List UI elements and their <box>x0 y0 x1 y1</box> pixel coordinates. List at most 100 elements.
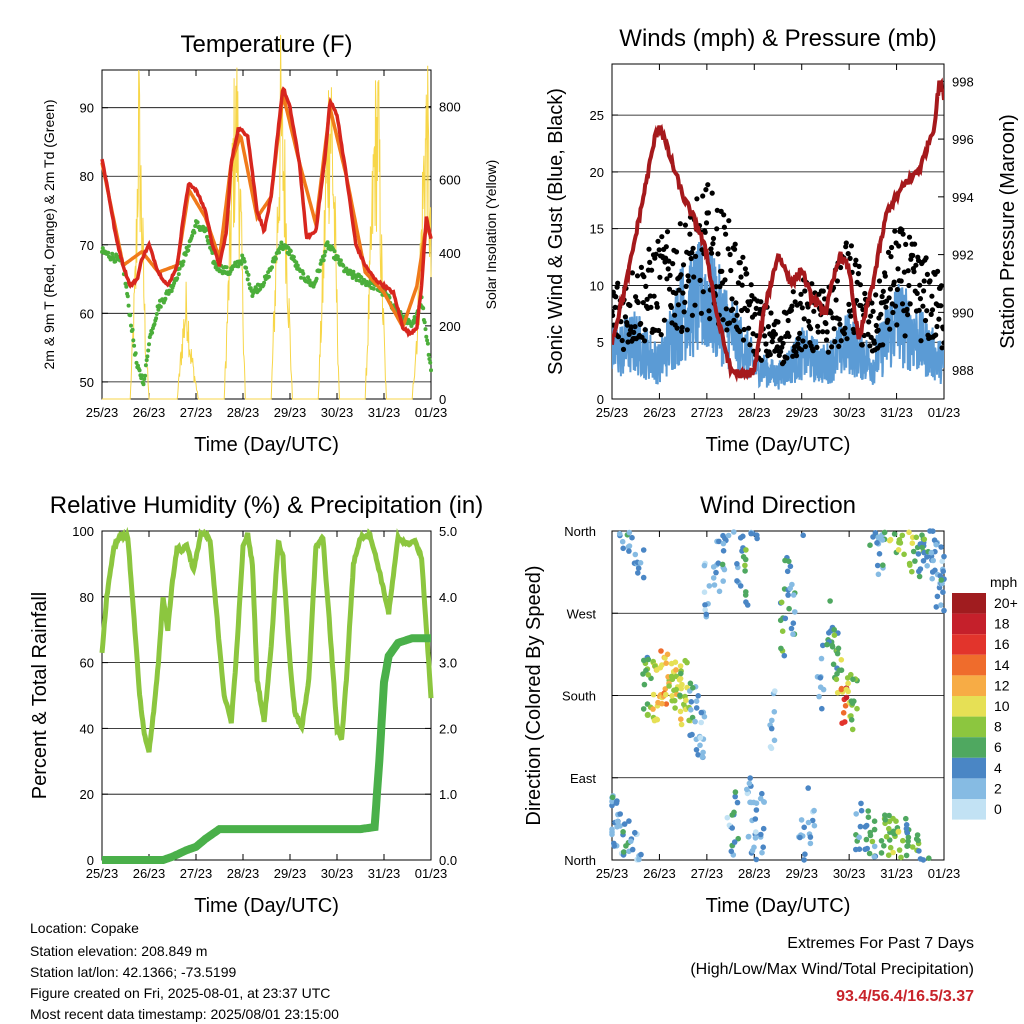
gust-point <box>917 296 924 302</box>
x-tick-label: 26/23 <box>643 405 676 420</box>
direction-point <box>835 645 842 652</box>
y-tick-label: North <box>564 853 596 868</box>
dewpoint-point <box>425 338 430 343</box>
direction-point <box>637 560 644 566</box>
direction-point <box>797 834 803 841</box>
direction-point <box>912 558 918 564</box>
winds-y2label: Station Pressure (Maroon) <box>997 114 1019 349</box>
direction-point <box>711 582 718 588</box>
direction-point <box>771 709 778 715</box>
gust-point <box>676 287 682 293</box>
gust-point <box>913 262 919 268</box>
dewpoint-point <box>426 352 431 357</box>
direction-point <box>743 589 749 595</box>
dewpoint-point <box>323 249 328 254</box>
direction-point <box>744 786 750 793</box>
gust-point <box>666 286 673 292</box>
x-tick-label: 26/23 <box>133 405 166 420</box>
direction-point <box>611 843 617 849</box>
gust-point <box>724 327 730 333</box>
winds-ylabel: Sonic Wind & Gust (Blue, Black) <box>545 88 567 375</box>
gust-point <box>666 258 672 264</box>
gust-point <box>672 312 678 318</box>
direction-point <box>826 630 832 636</box>
gust-point <box>713 284 719 290</box>
dewpoint-point <box>150 330 155 335</box>
gust-point <box>888 254 894 260</box>
direction-point <box>939 558 945 565</box>
y-tick-label: 100 <box>72 524 94 539</box>
direction-point <box>687 680 694 687</box>
direction-point <box>829 642 835 649</box>
gust-point <box>914 290 920 296</box>
direction-point <box>617 811 623 817</box>
series-relative-humidity <box>99 526 434 753</box>
gust-point <box>774 344 781 350</box>
gust-point <box>714 226 720 232</box>
gust-point <box>769 339 775 345</box>
direction-point <box>748 530 754 537</box>
winds-plot-area <box>612 77 944 390</box>
dewpoint-point <box>424 334 429 339</box>
gust-point <box>647 293 653 299</box>
gust-point <box>694 196 700 202</box>
gust-point <box>722 277 728 283</box>
gust-point <box>939 345 944 351</box>
direction-point <box>702 602 708 608</box>
info-created: Figure created on Fri, 2025-08-01, at 23… <box>30 985 331 1001</box>
gust-point <box>880 342 886 348</box>
dewpoint-point <box>181 259 186 264</box>
gust-point <box>784 355 790 361</box>
direction-point <box>758 831 764 838</box>
gust-point <box>779 344 785 350</box>
direction-point <box>897 540 904 546</box>
direction-point <box>753 829 759 835</box>
dewpoint-point <box>158 304 163 309</box>
gust-point <box>689 312 696 318</box>
direction-point <box>811 822 818 829</box>
gust-point <box>740 254 746 260</box>
gust-point <box>883 304 889 310</box>
direction-point <box>620 829 626 835</box>
gust-point <box>677 221 683 227</box>
gust-point <box>709 250 715 256</box>
direction-point <box>863 836 870 843</box>
gust-point <box>690 245 696 251</box>
gust-point <box>866 319 872 325</box>
direction-point <box>693 698 700 704</box>
x-tick-label: 01/23 <box>928 405 961 420</box>
direction-point <box>640 547 647 553</box>
dewpoint-point <box>422 320 427 325</box>
gust-point <box>664 229 671 235</box>
gust-point <box>681 309 687 315</box>
gust-point <box>810 348 816 354</box>
dewpoint-point <box>132 343 137 348</box>
direction-point <box>858 800 864 807</box>
y-tick-label: 80 <box>80 169 94 184</box>
direction-point <box>849 726 856 733</box>
info-elevation: Station elevation: 208.849 m <box>30 943 208 959</box>
dewpoint-point <box>277 250 281 255</box>
direction-point <box>609 802 615 809</box>
gust-point <box>737 328 743 335</box>
gust-point <box>627 302 633 309</box>
gust-point <box>679 328 685 334</box>
gust-point <box>675 302 682 308</box>
direction-point <box>903 815 909 822</box>
dewpoint-point <box>224 265 229 270</box>
direction-point <box>725 532 732 539</box>
direction-point <box>744 602 751 608</box>
x-tick-label: 25/23 <box>596 866 629 881</box>
direction-point <box>905 838 911 844</box>
direction-point <box>805 819 812 826</box>
direction-point <box>802 851 808 857</box>
gust-point <box>719 268 725 274</box>
direction-point <box>930 557 936 564</box>
direction-point <box>893 818 899 824</box>
gust-point <box>912 241 918 247</box>
gust-point <box>795 335 802 342</box>
x-tick-label: 25/23 <box>86 405 119 420</box>
x-tick-label: 28/23 <box>227 866 260 881</box>
gust-point <box>739 282 745 288</box>
panel-temperature: Temperature (F) 25/23 26/23 27/23 28/23 29/23… <box>41 31 499 456</box>
